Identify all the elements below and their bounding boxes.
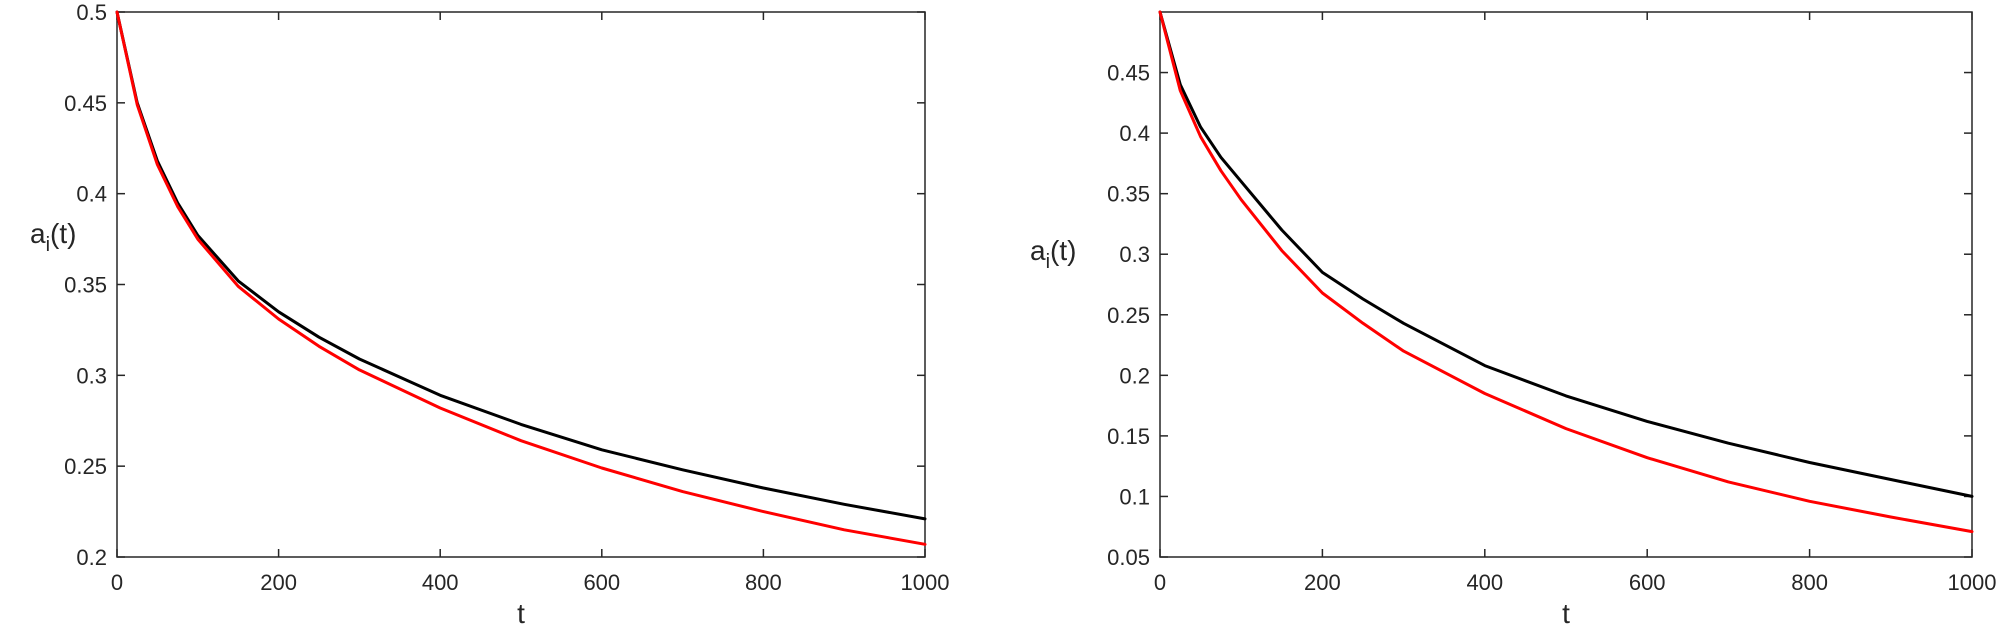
y-tick-label-right: 0.05 (1107, 545, 1150, 570)
x-tick-label-left: 1000 (901, 570, 950, 595)
x-tick-label-left: 200 (260, 570, 297, 595)
black-series-line-left (115, 10, 927, 521)
y-axis-label-sub-left: i (46, 234, 50, 256)
y-tick-label-right: 0.2 (1119, 363, 1150, 388)
y-tick-label-right: 0.3 (1119, 242, 1150, 267)
x-tick-label-right: 0 (1154, 570, 1166, 595)
series-layer-left (115, 10, 927, 546)
x-tick-label-left: 0 (111, 570, 123, 595)
y-ticks-left: 0.2 0.25 0.3 0.35 0.4 0.45 0.5 (64, 0, 925, 570)
y-axis-label-tail-left: (t) (50, 218, 76, 249)
y-tick-label-left: 0.3 (76, 363, 107, 388)
y-tick-label-right: 0.1 (1119, 484, 1150, 509)
y-ticks-right: 0.05 0.1 0.15 0.2 0.25 0.3 0.35 0.4 0.45 (1107, 61, 1972, 570)
y-tick-label-right: 0.35 (1107, 182, 1150, 207)
y-axis-label-right: ai(t) (1030, 235, 1076, 273)
y-tick-label-left: 0.45 (64, 91, 107, 116)
y-tick-label-right: 0.25 (1107, 303, 1150, 328)
x-axis-label-right: t (1562, 598, 1570, 629)
x-tick-label-left: 800 (745, 570, 782, 595)
x-tick-label-left: 600 (583, 570, 620, 595)
x-axis-label-left: t (517, 598, 525, 629)
plot-area-right (1159, 11, 1973, 558)
x-tick-label-right: 200 (1304, 570, 1341, 595)
chart-right: 0 200 400 600 800 1000 0.050.10.150.20.250.30… (1030, 10, 1997, 629)
y-tick-label-right: 0.15 (1107, 424, 1150, 449)
x-tick-label-right: 400 (1466, 570, 1503, 595)
x-tick-label-right: 800 (1791, 570, 1828, 595)
y-tick-label-left: 0.4 (76, 182, 107, 207)
y-tick-label-right: 0.45 (1107, 61, 1150, 86)
x-ticks-left: 0 200 400 600 800 1000 (111, 12, 950, 595)
black-series-line-right (1158, 10, 1974, 498)
y-axis-label-tail-right: (t) (1050, 235, 1076, 266)
y-tick-label-left: 0.2 (76, 545, 107, 570)
red-series-line-left (115, 10, 927, 546)
series-layer-right (1158, 10, 1974, 534)
x-tick-label-right: 600 (1629, 570, 1666, 595)
y-tick-label-left: 0.35 (64, 273, 107, 298)
x-tick-label-right: 1000 (1948, 570, 1997, 595)
y-axis-label-main-left: a (30, 218, 46, 249)
y-tick-label-left: 0.25 (64, 454, 107, 479)
y-axis-label-main-right: a (1030, 235, 1046, 266)
y-tick-label-left: 0.5 (76, 0, 107, 25)
y-axis-label-left: ai(t) (30, 218, 76, 256)
y-tick-label-right: 0.4 (1119, 121, 1150, 146)
y-axis-label-sub-right: i (1046, 251, 1050, 273)
chart-left: 0 200 400 600 800 1000 0.20.250.30.350.40.450… (30, 0, 949, 629)
x-tick-label-left: 400 (422, 570, 459, 595)
x-ticks-right: 0 200 400 600 800 1000 (1154, 12, 1997, 595)
red-series-line-right (1158, 10, 1974, 534)
